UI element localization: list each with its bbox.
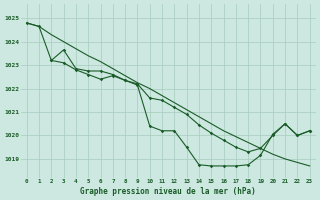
X-axis label: Graphe pression niveau de la mer (hPa): Graphe pression niveau de la mer (hPa): [80, 187, 256, 196]
